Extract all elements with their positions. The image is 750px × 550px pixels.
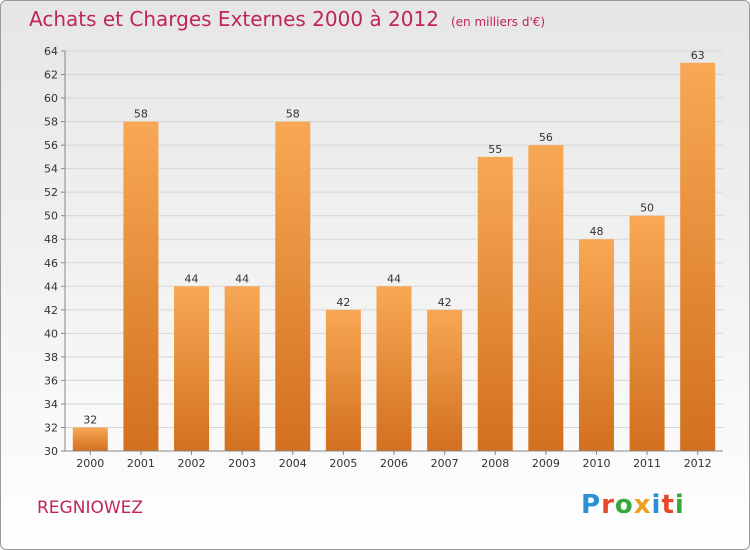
- logo-letter: x: [633, 490, 652, 520]
- y-tick-label: 58: [44, 116, 58, 129]
- y-tick-label: 62: [44, 69, 58, 82]
- y-tick-label: 56: [44, 139, 58, 152]
- commune-name: REGNIOWEZ: [37, 498, 144, 518]
- value-label-2006: 44: [387, 272, 401, 285]
- bar-2011: [629, 215, 665, 451]
- x-tick-label-2008: 2008: [481, 457, 509, 470]
- y-tick-label: 60: [44, 92, 58, 105]
- bar-2012: [680, 62, 716, 451]
- y-tick-label: 38: [44, 351, 58, 364]
- bar-2000: [72, 427, 108, 451]
- chart-title: Achats et Charges Externes 2000 à 2012 (e…: [29, 7, 545, 31]
- x-tick-label-2009: 2009: [532, 457, 560, 470]
- x-tick-label-2010: 2010: [582, 457, 610, 470]
- value-label-2004: 58: [286, 108, 300, 121]
- bar-2004: [275, 121, 311, 452]
- value-label-2000: 32: [83, 413, 97, 426]
- x-tick-label-2002: 2002: [178, 457, 206, 470]
- y-axis: 30 32 34 36 38 40 42 44 46 48 50 52 54 56 58 60 62 64: [44, 45, 66, 458]
- x-tick-label-2005: 2005: [329, 457, 357, 470]
- y-tick-label: 30: [44, 445, 58, 458]
- logo-letter: o: [614, 490, 634, 520]
- bar-2001: [123, 121, 159, 452]
- bar-2009: [528, 145, 564, 451]
- value-label-2009: 56: [539, 131, 553, 144]
- y-tick-label: 34: [44, 398, 58, 411]
- value-label-2007: 42: [438, 296, 452, 309]
- value-label-2011: 50: [640, 202, 654, 215]
- bar-2006: [376, 286, 412, 451]
- y-tick-label: 48: [44, 233, 58, 246]
- bar-2007: [427, 309, 463, 451]
- x-tick-label-2007: 2007: [431, 457, 459, 470]
- value-label-2008: 55: [488, 143, 502, 156]
- bar-2008: [477, 156, 513, 451]
- chart-title-text: Achats et Charges Externes 2000 à 2012: [29, 7, 439, 31]
- bar-2003: [224, 286, 260, 451]
- value-label-2001: 58: [134, 108, 148, 121]
- value-label-2010: 48: [589, 225, 603, 238]
- y-tick-label: 64: [44, 45, 58, 58]
- x-tick-label-2001: 2001: [127, 457, 155, 470]
- x-axis: 2000 2001 2002 2003 2004 2005 2006 2007 2008 2009…: [65, 450, 723, 470]
- x-tick-label-2006: 2006: [380, 457, 408, 470]
- value-label-2012: 63: [691, 49, 705, 62]
- value-label-2005: 42: [336, 296, 350, 309]
- x-tick-label-2003: 2003: [228, 457, 256, 470]
- bar-2005: [325, 309, 361, 451]
- logo-letter: r: [601, 490, 615, 520]
- x-tick-label-2000: 2000: [76, 457, 104, 470]
- logo-letter: t: [661, 490, 675, 520]
- x-tick-label-2012: 2012: [684, 457, 712, 470]
- logo-letter: i: [674, 490, 685, 520]
- y-tick-label: 46: [44, 257, 58, 270]
- bars: 32 58 44 44 58 42 44 42 55 56 48 50 63: [72, 49, 716, 452]
- y-tick-label: 36: [44, 374, 58, 387]
- y-tick-label: 50: [44, 210, 58, 223]
- y-tick-label: 52: [44, 186, 58, 199]
- y-tick-label: 40: [44, 327, 58, 340]
- y-tick-label: 54: [44, 163, 58, 176]
- proxiti-logo[interactable]: Proxiti: [581, 490, 685, 520]
- chart-unit: (en milliers d'€): [450, 15, 546, 29]
- bar-2010: [578, 239, 614, 451]
- logo-letter: P: [581, 490, 602, 520]
- x-tick-label-2011: 2011: [633, 457, 661, 470]
- y-tick-label: 42: [44, 304, 58, 317]
- x-tick-label-2004: 2004: [279, 457, 307, 470]
- value-label-2003: 44: [235, 272, 249, 285]
- logo-letter: i: [651, 490, 662, 520]
- y-tick-label: 32: [44, 421, 58, 434]
- bar-2002: [174, 286, 210, 451]
- y-tick-label: 44: [44, 280, 58, 293]
- value-label-2002: 44: [185, 272, 199, 285]
